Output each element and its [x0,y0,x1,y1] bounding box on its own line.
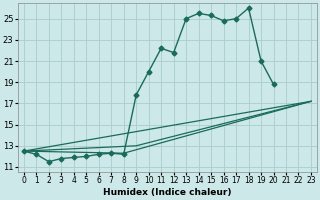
X-axis label: Humidex (Indice chaleur): Humidex (Indice chaleur) [103,188,232,197]
